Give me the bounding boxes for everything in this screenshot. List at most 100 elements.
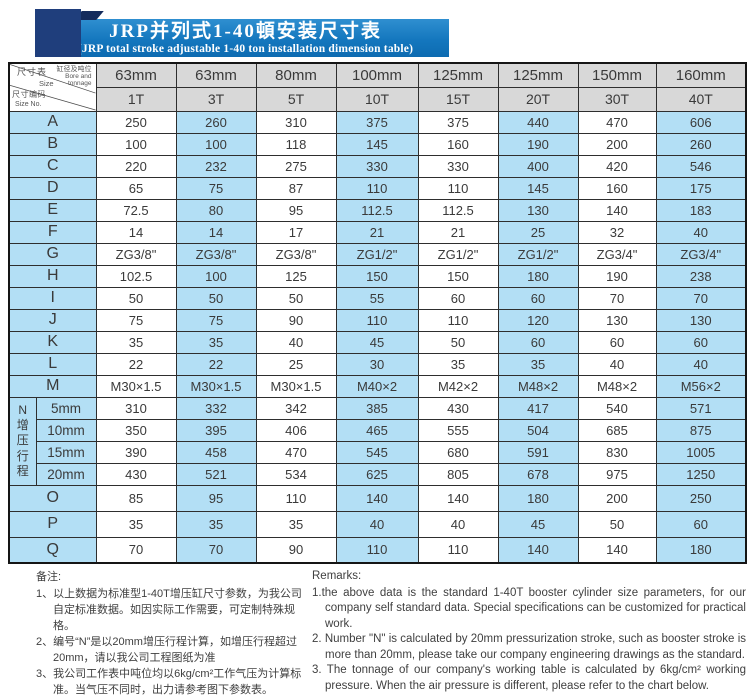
- dim-cell: 465: [335, 418, 419, 442]
- dim-cell: 112.5: [417, 198, 499, 222]
- dim-cell: 417: [497, 396, 579, 420]
- dim-cell: 180: [655, 536, 747, 564]
- dim-cell: 35: [95, 510, 177, 538]
- dim-cell: 440: [497, 110, 579, 134]
- table-row: 15mm 390 458 470 545 680 591 830 1005: [9, 440, 747, 464]
- bore-header-cell: 125mm: [497, 62, 579, 88]
- dim-cell: 110: [335, 536, 419, 564]
- note-item: 2、编号“N”是以20mm增压行程计算，如增压行程超过20mm，请以我公司工程图…: [36, 636, 297, 664]
- dim-cell: ZG1/2": [497, 242, 579, 266]
- dim-cell: ZG3/4": [577, 242, 657, 266]
- dim-cell: 110: [417, 536, 499, 564]
- dim-cell: 100: [175, 264, 257, 288]
- dim-cell: 130: [577, 308, 657, 332]
- dim-cell: 606: [655, 110, 747, 134]
- row-label: F: [8, 220, 97, 244]
- dim-cell: 35: [417, 352, 499, 376]
- stroke-row-label: 10mm: [35, 418, 97, 442]
- note-item: 1.the above data is the standard 1-40T b…: [312, 586, 746, 630]
- tonnage-header-row: 1T 3T 5T 10T 15T 20T 30T 40T: [9, 86, 747, 112]
- row-label: Q: [8, 536, 97, 564]
- banner-ribbon: JRP并列式1-40頓安装尺寸表 (JRP total stroke adjus…: [42, 19, 449, 57]
- dim-cell: 60: [417, 286, 499, 310]
- dim-cell: M42×2: [417, 374, 499, 398]
- dim-cell: 540: [577, 396, 657, 420]
- corner-header-cell: 尺寸表 Size 缸径及吨位 Bore and tonnage 尺寸编码 Siz…: [8, 62, 97, 112]
- dim-cell: 140: [335, 484, 419, 512]
- dim-cell: 100: [175, 132, 257, 156]
- dim-cell: 180: [497, 484, 579, 512]
- dim-cell: M30×1.5: [175, 374, 257, 398]
- tonnage-header-cell: 15T: [417, 86, 499, 112]
- dim-cell: 118: [255, 132, 337, 156]
- dim-cell: 200: [577, 484, 657, 512]
- dim-cell: 50: [417, 330, 499, 354]
- dim-cell: 110: [417, 308, 499, 332]
- dim-cell: 22: [95, 352, 177, 376]
- table-row: I 50 50 50 55 60 60 70 70: [8, 286, 747, 310]
- dim-cell: 521: [175, 462, 257, 486]
- dim-cell: 250: [95, 110, 177, 134]
- dim-cell: 238: [655, 264, 747, 288]
- dim-cell: 85: [95, 484, 177, 512]
- dim-cell: 90: [255, 308, 337, 332]
- dim-cell: 60: [655, 510, 747, 538]
- dim-cell: 555: [417, 418, 499, 442]
- dim-cell: 120: [497, 308, 579, 332]
- dim-cell: 35: [175, 510, 257, 538]
- corner-bore-label-en: Bore and tonnage: [65, 73, 92, 87]
- dim-cell: 40: [655, 352, 747, 376]
- dim-cell: 406: [255, 418, 337, 442]
- dim-cell: 160: [417, 132, 499, 156]
- dim-cell: ZG3/8": [255, 242, 337, 266]
- note-item: 1、以上数据为标准型1-40T增压缸尺寸参数，为我公司自定标准数据。如因实际工作…: [36, 588, 302, 632]
- dim-cell: 150: [335, 264, 419, 288]
- tonnage-header-cell: 3T: [175, 86, 257, 112]
- dim-cell: 1005: [655, 440, 747, 464]
- row-label: I: [8, 286, 97, 310]
- dim-cell: 385: [335, 396, 419, 420]
- row-label: L: [8, 352, 97, 376]
- dim-cell: 80: [175, 198, 257, 222]
- dim-cell: 190: [497, 132, 579, 156]
- dim-cell: 395: [175, 418, 257, 442]
- row-label: A: [8, 110, 97, 134]
- page-subtitle: (JRP total stroke adjustable 1-40 ton in…: [77, 43, 414, 55]
- table-row: P 35 35 35 40 40 45 50 60: [8, 510, 747, 538]
- dim-cell: 140: [497, 536, 579, 564]
- bore-header-cell: 100mm: [335, 62, 419, 88]
- bore-header-cell: 63mm: [175, 62, 257, 88]
- dim-cell: 260: [175, 110, 257, 134]
- dim-cell: 100: [95, 132, 177, 156]
- dim-cell: 50: [175, 286, 257, 310]
- bore-header-cell: 63mm: [95, 62, 177, 88]
- dim-cell: 75: [175, 176, 257, 200]
- table-row: G ZG3/8" ZG3/8" ZG3/8" ZG1/2" ZG1/2" ZG1/2" ZG3…: [8, 242, 747, 266]
- dim-cell: 40: [577, 352, 657, 376]
- dim-cell: 17: [255, 220, 337, 244]
- dim-cell: 102.5: [95, 264, 177, 288]
- dim-cell: 140: [417, 484, 499, 512]
- dim-cell: 140: [577, 198, 657, 222]
- dim-cell: 95: [175, 484, 257, 512]
- dim-cell: 332: [175, 396, 257, 420]
- dim-cell: 190: [577, 264, 657, 288]
- row-label: D: [8, 176, 97, 200]
- page-title: JRP并列式1-40頓安装尺寸表: [109, 21, 382, 42]
- dim-cell: 70: [175, 536, 257, 564]
- dim-cell: 350: [95, 418, 177, 442]
- dim-cell: 14: [175, 220, 257, 244]
- dim-cell: 830: [577, 440, 657, 464]
- bore-header-cell: 150mm: [577, 62, 657, 88]
- table-row: J 75 75 90 110 110 120 130 130: [8, 308, 747, 332]
- stroke-row-label: 5mm: [35, 396, 97, 420]
- table-row: M M30×1.5 M30×1.5 M30×1.5 M40×2 M42×2 M48×2 M48…: [8, 374, 747, 398]
- dim-cell: 30: [335, 352, 419, 376]
- tonnage-header-cell: 5T: [255, 86, 337, 112]
- dim-cell: 1250: [655, 462, 747, 486]
- dim-cell: 875: [655, 418, 747, 442]
- dim-cell: 260: [655, 132, 747, 156]
- dim-cell: M56×2: [655, 374, 747, 398]
- bore-header-cell: 160mm: [655, 62, 747, 88]
- tonnage-header-cell: 40T: [655, 86, 747, 112]
